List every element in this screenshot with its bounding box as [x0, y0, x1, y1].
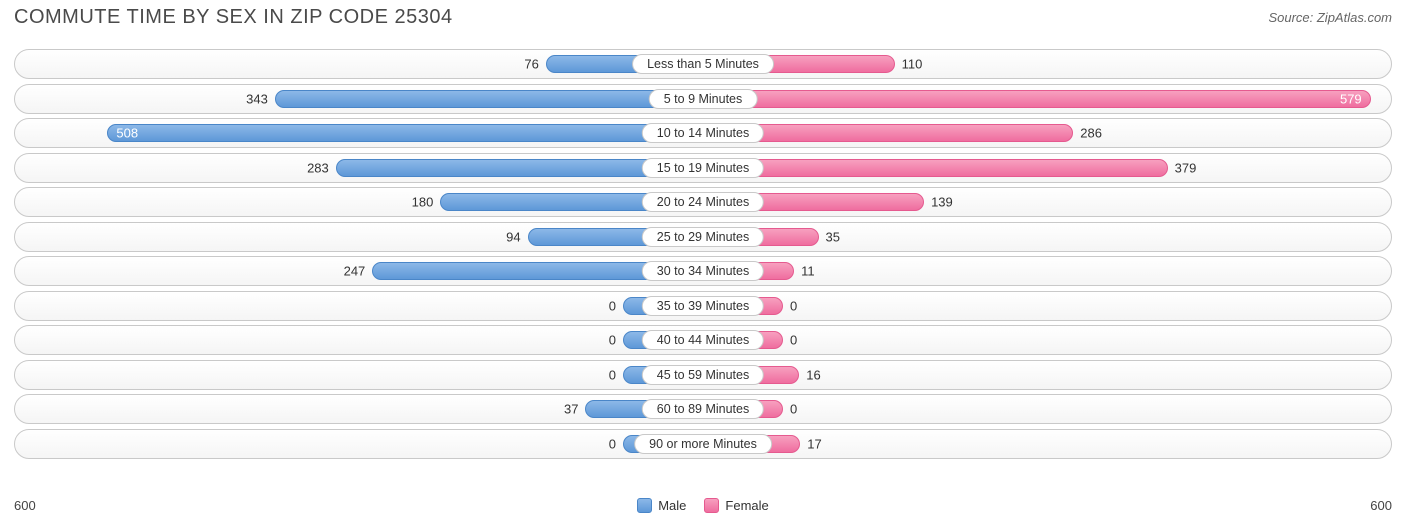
female-value-label: 579 [1340, 91, 1362, 106]
category-pill: 5 to 9 Minutes [649, 89, 758, 109]
category-pill: 40 to 44 Minutes [642, 330, 764, 350]
female-value-label: 0 [782, 333, 797, 348]
male-value-label: 508 [116, 126, 138, 141]
female-value-label: 16 [798, 367, 820, 382]
legend: Male Female [637, 498, 769, 513]
chart-row: 508 286 10 to 14 Minutes [14, 118, 1392, 148]
male-bar: 343 [275, 90, 703, 108]
male-value-label: 247 [344, 264, 374, 279]
female-bar: 579 [703, 90, 1371, 108]
category-pill: 30 to 34 Minutes [642, 261, 764, 281]
chart-row: 37 0 60 to 89 Minutes [14, 394, 1392, 424]
male-value-label: 94 [506, 229, 528, 244]
chart-row: 0 16 45 to 59 Minutes [14, 360, 1392, 390]
chart-title: COMMUTE TIME BY SEX IN ZIP CODE 25304 [14, 6, 453, 29]
chart-area: 76110Less than 5 Minutes3435795 to 9 Min… [0, 31, 1406, 459]
chart-row: 343 579 5 to 9 Minutes [14, 84, 1392, 114]
female-value-label: 11 [793, 264, 815, 279]
female-value-label: 17 [799, 436, 821, 451]
female-value-label: 0 [782, 298, 797, 313]
male-value-label: 37 [564, 402, 586, 417]
male-value-label: 0 [609, 298, 624, 313]
female-value-label: 110 [894, 57, 923, 72]
axis-max-left: 600 [14, 498, 36, 513]
male-value-label: 0 [609, 436, 624, 451]
category-pill: Less than 5 Minutes [632, 54, 774, 74]
female-bar: 379 [703, 159, 1168, 177]
category-pill: 20 to 24 Minutes [642, 192, 764, 212]
male-value-label: 180 [412, 195, 442, 210]
chart-row: 180 139 20 to 24 Minutes [14, 187, 1392, 217]
legend-male-label: Male [658, 498, 686, 513]
source-attribution: Source: ZipAtlas.com [1268, 6, 1392, 25]
category-pill: 15 to 19 Minutes [642, 158, 764, 178]
legend-item-female: Female [704, 498, 768, 513]
category-pill: 10 to 14 Minutes [642, 123, 764, 143]
chart-row: 0 17 90 or more Minutes [14, 429, 1392, 459]
category-pill: 90 or more Minutes [634, 434, 772, 454]
male-value-label: 0 [609, 333, 624, 348]
female-value-label: 0 [782, 402, 797, 417]
chart-footer: 600 Male Female 600 [14, 498, 1392, 513]
category-pill: 25 to 29 Minutes [642, 227, 764, 247]
category-pill: 60 to 89 Minutes [642, 399, 764, 419]
female-value-label: 139 [923, 195, 953, 210]
male-swatch-icon [637, 498, 652, 513]
female-value-label: 35 [818, 229, 840, 244]
male-value-label: 343 [246, 91, 276, 106]
female-swatch-icon [704, 498, 719, 513]
legend-female-label: Female [725, 498, 768, 513]
legend-item-male: Male [637, 498, 686, 513]
chart-row: 0 0 40 to 44 Minutes [14, 325, 1392, 355]
chart-row: 94 35 25 to 29 Minutes [14, 222, 1392, 252]
chart-row: 28337915 to 19 Minutes [14, 153, 1392, 183]
male-value-label: 76 [524, 57, 546, 72]
female-value-label: 286 [1072, 126, 1102, 141]
chart-row: 0 0 35 to 39 Minutes [14, 291, 1392, 321]
male-bar: 508 [107, 124, 703, 142]
male-value-label: 0 [609, 367, 624, 382]
axis-max-right: 600 [1370, 498, 1392, 513]
male-value-label: 283 [307, 160, 337, 175]
category-pill: 45 to 59 Minutes [642, 365, 764, 385]
chart-row: 247 11 30 to 34 Minutes [14, 256, 1392, 286]
female-value-label: 379 [1167, 160, 1197, 175]
chart-row: 76 110 Less than 5 Minutes [14, 49, 1392, 79]
category-pill: 35 to 39 Minutes [642, 296, 764, 316]
